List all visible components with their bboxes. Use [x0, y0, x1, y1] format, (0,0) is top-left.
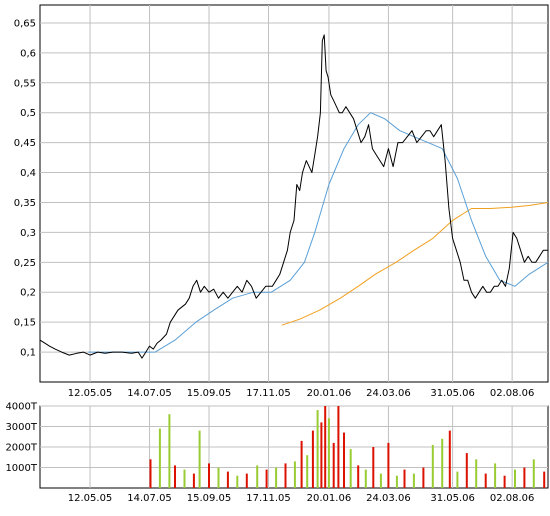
volume-y-axis: 1000T 2000T 3000T 4000T	[5, 402, 37, 475]
volume-bar	[422, 467, 425, 488]
price-panel: 0,1 0,15 0,2 0,25 0,3 0,35 0,4 0,45 0,5 0,55 0,6 0,…	[14, 4, 549, 399]
price-y-tick-label: 0,55	[14, 78, 36, 89]
volume-bar	[503, 475, 506, 488]
price-grid	[40, 5, 548, 382]
volume-x-axis: 12.05.05 14.07.05 15.09.05 17.11.05 20.01.06…	[68, 493, 535, 504]
volume-bar	[324, 406, 327, 488]
volume-bar	[256, 465, 259, 488]
volume-x-tick-label: 14.07.05	[127, 493, 172, 504]
volume-bar	[523, 467, 526, 488]
volume-grid	[40, 405, 548, 488]
volume-bar	[208, 463, 210, 488]
volume-y-tick-label: 2000T	[5, 443, 37, 454]
volume-bar	[311, 430, 314, 488]
volume-bar	[403, 469, 406, 488]
volume-bar	[364, 469, 367, 488]
price-x-tick-label: 31.05.06	[430, 388, 475, 399]
volume-panel: 1000T 2000T 3000T 4000T 12.05.05 14.07.05 15.…	[5, 402, 549, 504]
price-y-tick-label: 0,5	[20, 108, 36, 119]
price-x-tick-label: 17.11.05	[246, 388, 291, 399]
volume-bar	[395, 475, 398, 488]
volume-x-tick-label: 31.05.06	[430, 493, 475, 504]
volume-y-tick-label: 3000T	[5, 422, 37, 433]
price-plot-frame	[39, 4, 549, 383]
price-x-axis: 12.05.05 14.07.05 15.09.05 17.11.05 20.01.06…	[68, 388, 535, 399]
volume-bar	[372, 447, 375, 488]
volume-bar	[412, 473, 415, 488]
volume-bar	[300, 440, 303, 488]
volume-bar	[357, 465, 360, 488]
price-y-tick-label: 0,4	[20, 168, 36, 179]
volume-bar	[532, 459, 535, 488]
volume-bar	[284, 463, 287, 488]
volume-bar	[349, 449, 352, 488]
volume-bar	[543, 471, 546, 488]
volume-bar	[431, 444, 434, 488]
volume-bar	[275, 467, 278, 488]
volume-bar	[484, 473, 487, 488]
volume-bar	[217, 467, 220, 488]
series-line-price	[39, 34, 548, 359]
price-y-tick-label: 0,2	[20, 288, 36, 299]
volume-bar	[332, 442, 335, 488]
price-y-tick-label: 0,35	[14, 198, 36, 209]
price-x-tick-label: 02.08.06	[490, 388, 535, 399]
volume-x-tick-label: 20.01.06	[307, 493, 352, 504]
volume-bar	[475, 459, 478, 488]
volume-bar	[320, 422, 323, 488]
price-y-tick-label: 0,25	[14, 258, 36, 269]
volume-bar	[387, 442, 390, 488]
volume-bar	[265, 469, 268, 488]
volume-bar	[245, 473, 248, 488]
price-series	[39, 34, 549, 359]
price-y-tick-label: 0,15	[14, 318, 36, 329]
volume-y-tick-label: 4000T	[5, 402, 37, 413]
volume-bar	[494, 463, 497, 488]
volume-bar	[465, 453, 468, 488]
price-x-tick-label: 20.01.06	[307, 388, 352, 399]
volume-y-tick-label: 1000T	[5, 463, 37, 474]
volume-x-tick-label: 12.05.05	[68, 493, 113, 504]
volume-x-tick-label: 24.03.06	[366, 493, 411, 504]
volume-bar	[158, 428, 161, 488]
volume-x-tick-label: 15.09.05	[187, 493, 232, 504]
volume-bar	[198, 430, 201, 488]
volume-bar	[183, 469, 186, 488]
price-x-tick-label: 24.03.06	[366, 388, 411, 399]
volume-bar	[236, 475, 239, 488]
volume-x-tick-label: 02.08.06	[490, 493, 535, 504]
price-y-tick-label: 0,45	[14, 138, 36, 149]
volume-bar	[448, 430, 451, 488]
volume-x-tick-label: 17.11.05	[246, 493, 291, 504]
volume-bar	[456, 471, 459, 488]
volume-bar	[192, 473, 195, 488]
volume-bar	[379, 473, 382, 488]
price-y-axis: 0,1 0,15 0,2 0,25 0,3 0,35 0,4 0,45 0,5 0,55 0,6 0,…	[14, 18, 36, 358]
volume-bar	[226, 471, 229, 488]
price-x-tick-label: 15.09.05	[187, 388, 232, 399]
price-y-tick-label: 0,3	[20, 228, 36, 239]
volume-bars	[149, 406, 546, 488]
price-y-tick-label: 0,1	[20, 348, 36, 359]
series-line-ma-long	[281, 202, 549, 326]
price-x-tick-label: 14.07.05	[127, 388, 172, 399]
volume-bar	[327, 418, 330, 488]
volume-bar	[316, 410, 319, 488]
volume-bar	[293, 461, 296, 488]
volume-bar	[343, 432, 345, 488]
price-y-tick-label: 0,65	[14, 18, 36, 29]
series-line-ma-short	[88, 112, 549, 353]
price-x-tick-label: 12.05.05	[68, 388, 113, 399]
volume-bar	[306, 455, 309, 488]
price-y-tick-label: 0,6	[20, 48, 36, 59]
volume-bar	[174, 465, 176, 488]
volume-bar	[441, 438, 444, 488]
volume-bar	[337, 406, 340, 488]
volume-bar	[168, 414, 171, 488]
volume-bar	[514, 469, 516, 488]
volume-bar	[149, 459, 152, 488]
